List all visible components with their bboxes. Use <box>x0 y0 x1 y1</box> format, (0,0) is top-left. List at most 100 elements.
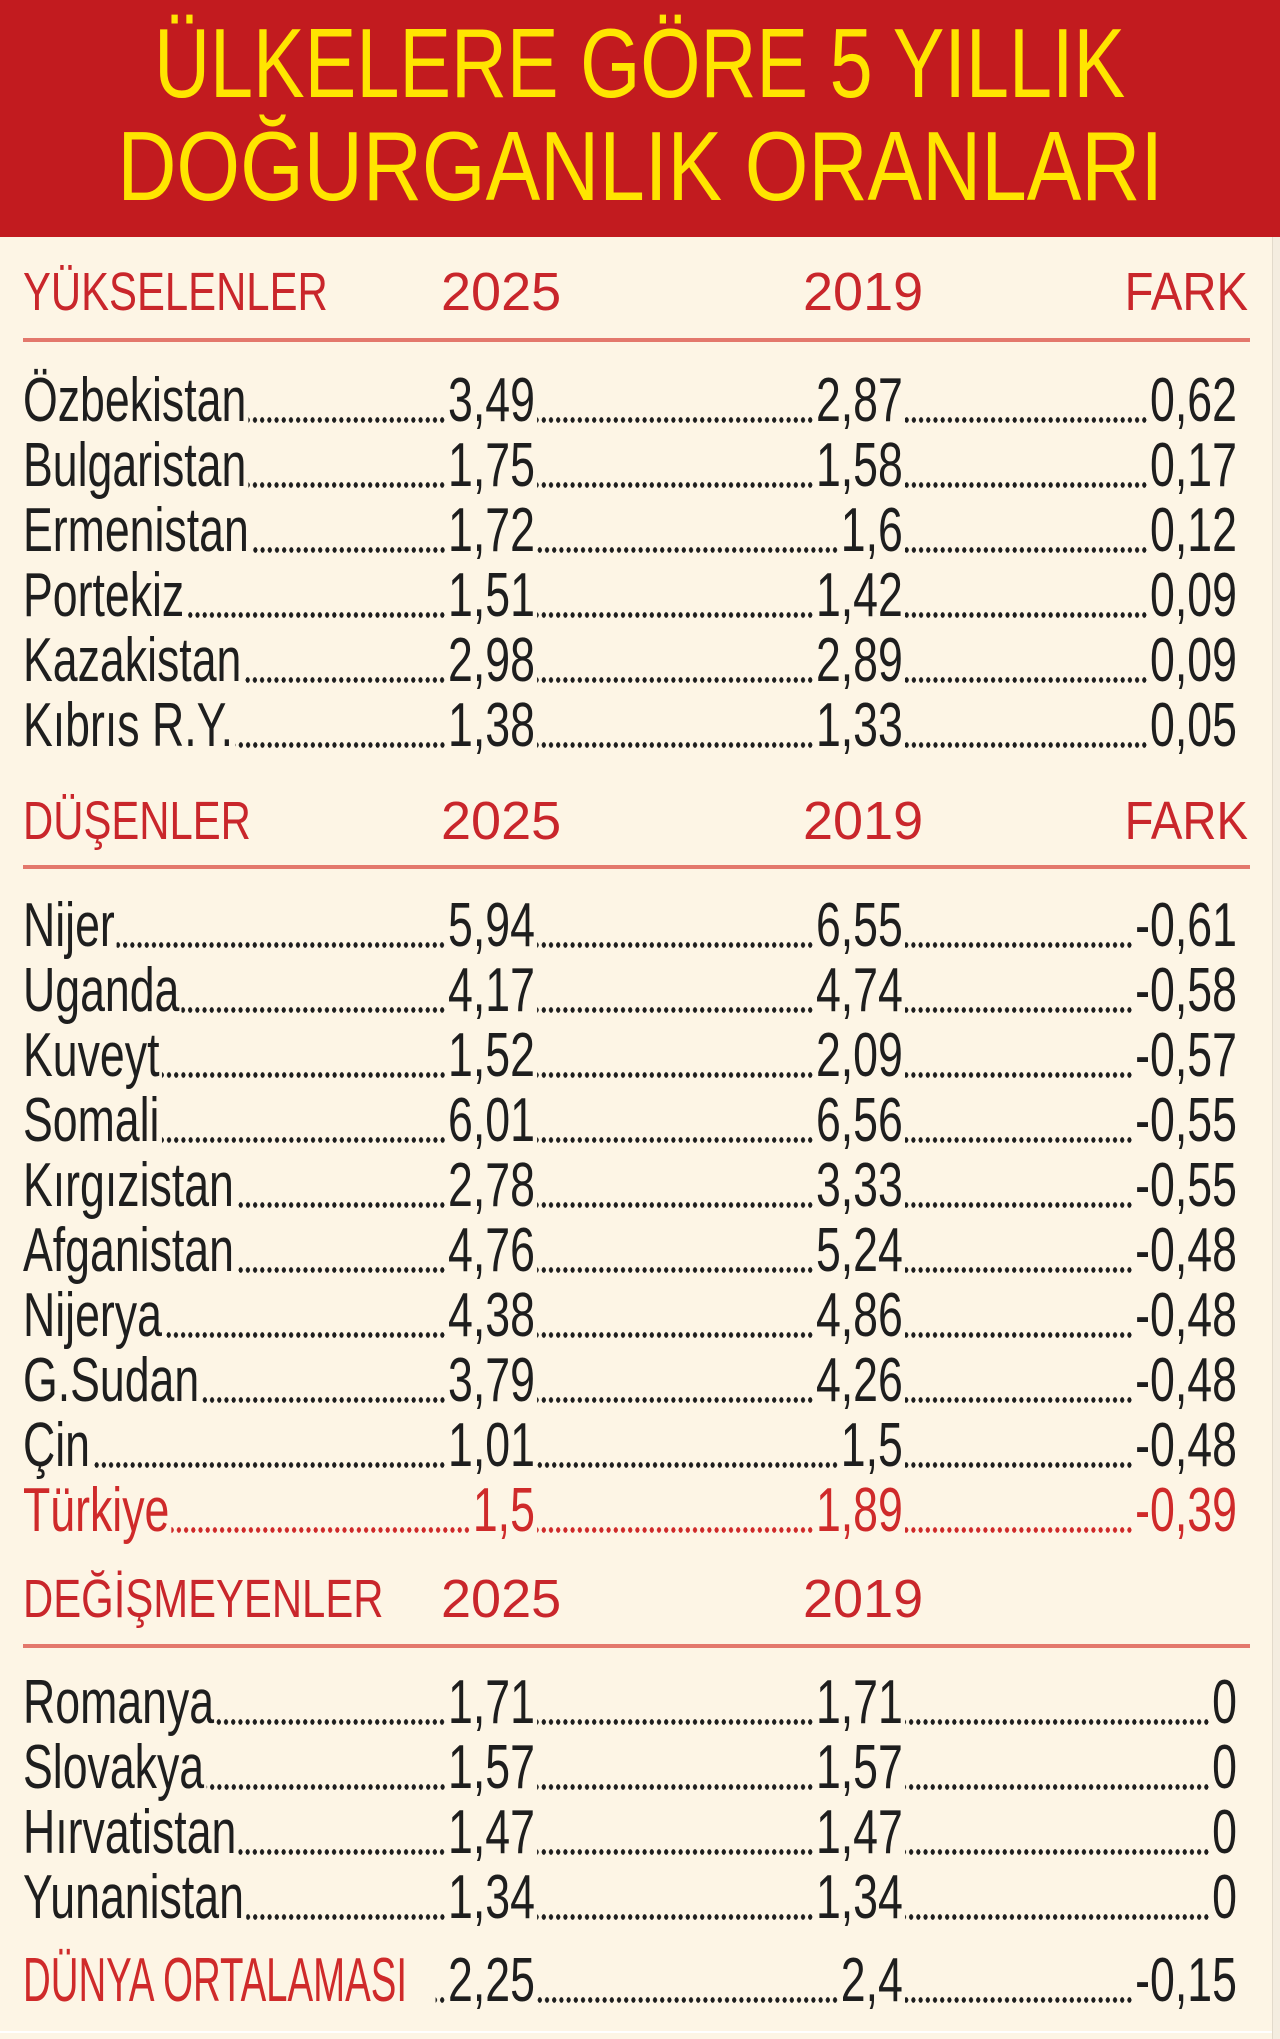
dot-leader <box>905 546 1148 554</box>
segment-2025: Nijer 5,94 <box>23 895 535 957</box>
dot-leader <box>235 741 446 749</box>
segment-2025: Bulgaristan 1,75 <box>23 435 535 497</box>
segment-2025: Romanya 1,71 <box>23 1672 535 1734</box>
segment-2025: Türkiye 1,5 <box>23 1480 535 1542</box>
segment-2019: 3,33 <box>535 1155 903 1217</box>
value-2019: 5,24 <box>815 1216 903 1285</box>
title-text-2: DOĞURGANLIK ORANLARI <box>117 111 1163 221</box>
table-row: Kuveyt 1,52 2,09 -0,57 <box>23 1025 1237 1087</box>
bottom-border <box>0 2031 1272 2033</box>
dot-leader <box>905 741 1148 749</box>
section-header: DÜŞENLER 2025 2019 FARK <box>0 788 1272 848</box>
table-row: Somali 6,01 6,56 -0,55 <box>23 1090 1237 1152</box>
segment-diff: 0 <box>903 1672 1237 1734</box>
value-2019: 4,86 <box>815 1281 903 1350</box>
dot-leader <box>905 1071 1134 1079</box>
segment-2019: 4,74 <box>535 960 903 1022</box>
dot-leader <box>164 1331 446 1339</box>
dot-leader <box>537 941 814 949</box>
country-name: Yunanistan <box>23 1863 244 1932</box>
country-name: Ermenistan <box>23 496 249 565</box>
value-2019: 1,5 <box>840 1411 903 1480</box>
table-row: Nijerya 4,38 4,86 -0,48 <box>23 1285 1237 1347</box>
table-row: Slovakya 1,57 1,57 0 <box>23 1737 1237 1799</box>
value-2019: 1,58 <box>815 431 903 500</box>
value-2025: 2,98 <box>448 626 535 695</box>
value-2019: 1,33 <box>815 691 903 760</box>
dot-leader <box>537 1071 814 1079</box>
value-diff: -0,61 <box>1135 891 1237 960</box>
segment-diff: -0,55 <box>903 1155 1237 1217</box>
value-diff: -0,55 <box>1135 1151 1237 1220</box>
dot-leader <box>537 1201 814 1209</box>
value-2025: 6,01 <box>448 1086 535 1155</box>
dot-leader <box>537 546 839 554</box>
country-name: Kırgızistan <box>23 1151 234 1220</box>
section-divider <box>23 1644 1250 1648</box>
value-diff: 0 <box>1212 1863 1237 1932</box>
dot-leader <box>537 1006 814 1014</box>
segment-diff: 0,17 <box>903 435 1237 497</box>
table-row: Romanya 1,71 1,71 0 <box>23 1672 1237 1734</box>
value-diff: 0 <box>1212 1733 1237 1802</box>
table-row: Bulgaristan 1,75 1,58 0,17 <box>23 435 1237 497</box>
segment-2019: 1,5 <box>535 1415 903 1477</box>
dot-leader <box>161 1136 446 1144</box>
segment-2019: 2,89 <box>535 630 903 692</box>
segment-diff: -0,48 <box>903 1220 1237 1282</box>
country-name: Nijer <box>23 891 115 960</box>
dot-leader <box>905 1526 1134 1534</box>
segment-diff: -0,48 <box>903 1415 1237 1477</box>
segment-diff: -0,48 <box>903 1285 1237 1347</box>
country-name: Hırvatistan <box>23 1798 237 1867</box>
dot-leader <box>537 1996 839 2004</box>
value-2019: 1,34 <box>815 1863 903 1932</box>
section-header: DEĞİŞMEYENLER 2025 2019 <box>0 1566 1272 1626</box>
value-2025: 4,76 <box>448 1216 535 1285</box>
value-2025: 3,49 <box>448 366 535 435</box>
segment-diff: -0,55 <box>903 1090 1237 1152</box>
value-2025: 1,34 <box>448 1863 535 1932</box>
value-diff: 0,17 <box>1150 431 1237 500</box>
table-row: Nijer 5,94 6,55 -0,61 <box>23 895 1237 957</box>
country-name: Portekiz <box>23 561 185 630</box>
value-2025: 1,47 <box>448 1798 535 1867</box>
segment-2019: 1,34 <box>535 1867 903 1929</box>
column-header-diff: FARK <box>1124 262 1248 322</box>
dot-leader <box>537 611 814 619</box>
segment-2025: DÜNYA ORTALAMASI 2,25 <box>23 1950 535 2012</box>
segment-2025: Slovakya 1,57 <box>23 1737 535 1799</box>
dot-leader <box>216 1718 446 1726</box>
dot-leader <box>537 1266 814 1274</box>
table-row: DÜNYA ORTALAMASI 2,25 2,4 -0,15 <box>23 1950 1237 2012</box>
value-2025: 1,51 <box>448 561 535 630</box>
column-header-2025: 2025 <box>441 1569 562 1629</box>
value-2019: 2,87 <box>815 366 903 435</box>
table-row: Uganda 4,17 4,74 -0,58 <box>23 960 1237 1022</box>
column-header-diff: FARK <box>1124 791 1248 851</box>
dot-leader <box>206 1783 446 1791</box>
segment-2025: Ermenistan 1,72 <box>23 500 535 562</box>
value-2025: 4,38 <box>448 1281 535 1350</box>
title-line-1: ÜLKELERE GÖRE 5 YILLIK <box>0 14 1280 112</box>
segment-2025: Yunanistan 1,34 <box>23 1867 535 1929</box>
table-row: Yunanistan 1,34 1,34 0 <box>23 1867 1237 1929</box>
segment-diff: -0,48 <box>903 1350 1237 1412</box>
segment-2019: 1,6 <box>535 500 903 562</box>
segment-2025: Afganistan 4,76 <box>23 1220 535 1282</box>
dot-leader <box>905 611 1148 619</box>
value-diff: -0,48 <box>1135 1411 1237 1480</box>
segment-2025: Nijerya 4,38 <box>23 1285 535 1347</box>
table-row: Kazakistan 2,98 2,89 0,09 <box>23 630 1237 692</box>
dot-leader <box>435 1996 446 2004</box>
dot-leader <box>537 1331 814 1339</box>
dot-leader <box>92 1461 446 1469</box>
segment-2025: Somali 6,01 <box>23 1090 535 1152</box>
value-2019: 2,89 <box>815 626 903 695</box>
dot-leader <box>905 941 1134 949</box>
dot-leader <box>238 1848 446 1856</box>
country-name: Somali <box>23 1086 160 1155</box>
country-name: Çin <box>23 1411 90 1480</box>
value-2019: 2,4 <box>840 1946 903 2015</box>
table-row: Çin 1,01 1,5 -0,48 <box>23 1415 1237 1477</box>
